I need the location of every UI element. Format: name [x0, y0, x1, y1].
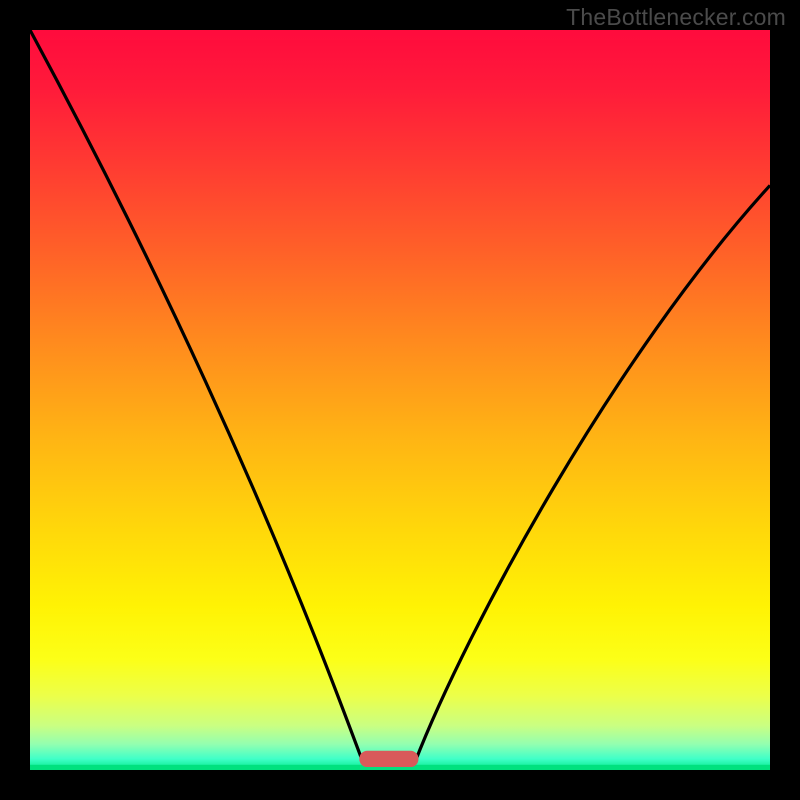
watermark-label: TheBottlenecker.com	[566, 4, 786, 31]
chart-frame: TheBottlenecker.com	[0, 0, 800, 800]
bottleneck-curve-chart	[0, 0, 800, 800]
optimal-range-marker	[359, 751, 418, 767]
chart-background-gradient	[30, 30, 770, 770]
